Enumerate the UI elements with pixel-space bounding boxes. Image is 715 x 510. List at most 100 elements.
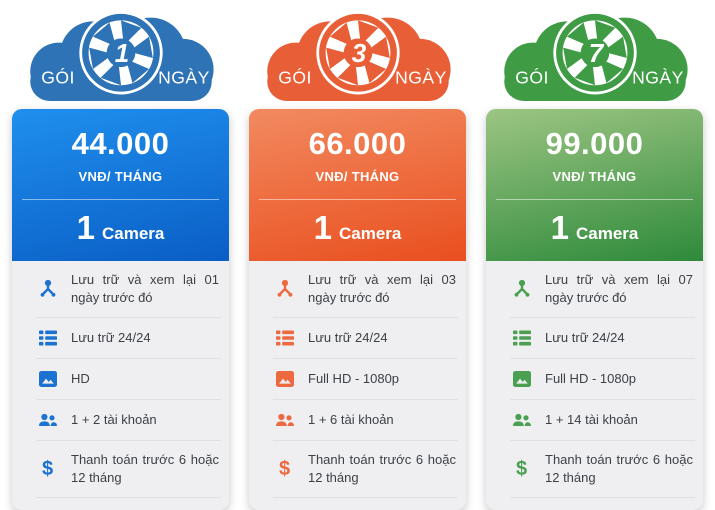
divider bbox=[273, 358, 458, 359]
feature-text: 1 + 6 tài khoản bbox=[308, 412, 394, 427]
camera-count: 1 bbox=[313, 209, 332, 246]
plan-word-ngay: NGÀY bbox=[158, 67, 210, 87]
feature-row: HD bbox=[12, 359, 229, 399]
camera-count: 1 bbox=[76, 209, 95, 246]
camera-label: Camera bbox=[575, 224, 639, 243]
feature-text: Lưu trữ và xem lại 03 ngày trước đó bbox=[308, 272, 456, 305]
plan-word-ngay: NGÀY bbox=[395, 67, 447, 87]
feature-row: Full HD - 1080p bbox=[486, 359, 703, 399]
users-icon bbox=[37, 410, 58, 430]
plan-number: 1 bbox=[114, 40, 128, 68]
plan-word-goi: GÓI bbox=[278, 66, 312, 87]
users-icon bbox=[511, 410, 532, 430]
feature-row: $ Thanh toán trước 6 hoặc 12 tháng bbox=[249, 441, 466, 497]
feature-text: Thanh toán trước 6 hoặc 12 tháng bbox=[545, 452, 693, 485]
price-header: 66.000 VNĐ/ THÁNG 1 Camera bbox=[249, 109, 466, 261]
image-icon bbox=[274, 369, 295, 389]
price: 99.000 bbox=[545, 126, 644, 161]
price-unit: VNĐ/ THÁNG bbox=[315, 169, 400, 184]
feature-row: Lưu trữ 24/24 bbox=[486, 318, 703, 358]
header-divider bbox=[259, 199, 456, 200]
feature-list: Lưu trữ và xem lại 07 ngày trước đó Lưu … bbox=[486, 261, 703, 510]
price: 66.000 bbox=[308, 126, 407, 161]
divider bbox=[36, 497, 221, 498]
divider bbox=[36, 317, 221, 318]
divider bbox=[273, 399, 458, 400]
divider bbox=[510, 317, 695, 318]
dollar-icon: $ bbox=[278, 458, 291, 480]
price: 44.000 bbox=[71, 126, 170, 161]
plan-word-ngay: NGÀY bbox=[632, 67, 684, 87]
feature-text: Lưu trữ và xem lại 07 ngày trước đó bbox=[545, 272, 693, 305]
feature-row: Full HD - 1080p bbox=[249, 359, 466, 399]
price-unit: VNĐ/ THÁNG bbox=[552, 169, 637, 184]
dollar-icon: $ bbox=[41, 458, 54, 480]
dollar-icon: $ bbox=[515, 458, 528, 480]
plan-column-7-day: 7 GÓI NGÀY 99.000 VNĐ/ THÁNG 1 Camera L bbox=[486, 8, 703, 510]
feature-row: 1 + 14 tài khoản bbox=[486, 400, 703, 440]
feature-row: 1 + 2 tài khoản bbox=[12, 400, 229, 440]
plan-word-goi: GÓI bbox=[515, 66, 549, 87]
feature-text: Lưu trữ 24/24 bbox=[71, 330, 151, 345]
cloud-camera-logo: 1 GÓI NGÀY bbox=[29, 11, 214, 101]
list-icon bbox=[37, 328, 58, 348]
feature-list: Lưu trữ và xem lại 01 ngày trước đó Lưu … bbox=[12, 261, 229, 510]
price-header: 99.000 VNĐ/ THÁNG 1 Camera bbox=[486, 109, 703, 261]
price-unit: VNĐ/ THÁNG bbox=[78, 169, 163, 184]
camera-count-line: 1 Camera bbox=[12, 200, 229, 261]
camera-label: Camera bbox=[338, 224, 402, 243]
divider bbox=[36, 440, 221, 441]
price-header: 44.000 VNĐ/ THÁNG 1 Camera bbox=[12, 109, 229, 261]
feature-text: Thanh toán trước 6 hoặc 12 tháng bbox=[71, 452, 219, 485]
feature-text: Full HD - 1080p bbox=[545, 371, 637, 386]
feature-row: $ Thanh toán trước 6 hoặc 12 tháng bbox=[486, 441, 703, 497]
feature-row: 1 + 6 tài khoản bbox=[249, 400, 466, 440]
feature-text: 1 + 2 tài khoản bbox=[71, 412, 157, 427]
feature-row: Lưu trữ và xem lại 07 ngày trước đó bbox=[486, 261, 703, 317]
plan-number: 3 bbox=[351, 40, 366, 68]
network-icon bbox=[274, 279, 295, 299]
pricing-card[interactable]: 44.000 VNĐ/ THÁNG 1 Camera Lưu trữ và xe… bbox=[12, 109, 229, 510]
feature-row: Lưu trữ 24/24 bbox=[249, 318, 466, 358]
divider bbox=[510, 440, 695, 441]
divider bbox=[510, 399, 695, 400]
feature-row: Lưu trữ và xem lại 03 ngày trước đó bbox=[249, 261, 466, 317]
image-icon bbox=[37, 369, 58, 389]
divider bbox=[36, 358, 221, 359]
camera-label: Camera bbox=[101, 224, 165, 243]
feature-list: Lưu trữ và xem lại 03 ngày trước đó Lưu … bbox=[249, 261, 466, 510]
divider bbox=[273, 440, 458, 441]
divider bbox=[273, 317, 458, 318]
list-icon bbox=[274, 328, 295, 348]
header-divider bbox=[22, 199, 219, 200]
camera-count-line: 1 Camera bbox=[249, 200, 466, 261]
divider bbox=[273, 497, 458, 498]
plan-column-1-day: 1 GÓI NGÀY 44.000 VNĐ/ THÁNG 1 Camera L bbox=[12, 8, 229, 510]
camera-count-line: 1 Camera bbox=[486, 200, 703, 261]
feature-text: Lưu trữ và xem lại 01 ngày trước đó bbox=[71, 272, 219, 305]
feature-text: Lưu trữ 24/24 bbox=[545, 330, 625, 345]
feature-text: HD bbox=[71, 371, 90, 386]
plan-column-3-day: 3 GÓI NGÀY 66.000 VNĐ/ THÁNG 1 Camera L bbox=[249, 8, 466, 510]
aperture-icon bbox=[562, 20, 627, 86]
feature-text: Thanh toán trước 6 hoặc 12 tháng bbox=[308, 452, 456, 485]
feature-row: Lưu trữ và xem lại 01 ngày trước đó bbox=[12, 261, 229, 317]
aperture-icon bbox=[88, 20, 153, 86]
pricing-card[interactable]: 99.000 VNĐ/ THÁNG 1 Camera Lưu trữ và xe… bbox=[486, 109, 703, 510]
camera-count: 1 bbox=[550, 209, 569, 246]
header-divider bbox=[496, 199, 693, 200]
list-icon bbox=[511, 328, 532, 348]
feature-text: Full HD - 1080p bbox=[308, 371, 400, 386]
pricing-card[interactable]: 66.000 VNĐ/ THÁNG 1 Camera Lưu trữ và xe… bbox=[249, 109, 466, 510]
divider bbox=[510, 358, 695, 359]
users-icon bbox=[274, 410, 295, 430]
network-icon bbox=[37, 279, 58, 299]
network-icon bbox=[511, 279, 532, 299]
aperture-icon bbox=[325, 20, 390, 86]
cloud-camera-logo: 7 GÓI NGÀY bbox=[503, 11, 688, 101]
divider bbox=[510, 497, 695, 498]
feature-text: Lưu trữ 24/24 bbox=[308, 330, 388, 345]
feature-row: Lưu trữ 24/24 bbox=[12, 318, 229, 358]
feature-row: $ Thanh toán trước 6 hoặc 12 tháng bbox=[12, 441, 229, 497]
